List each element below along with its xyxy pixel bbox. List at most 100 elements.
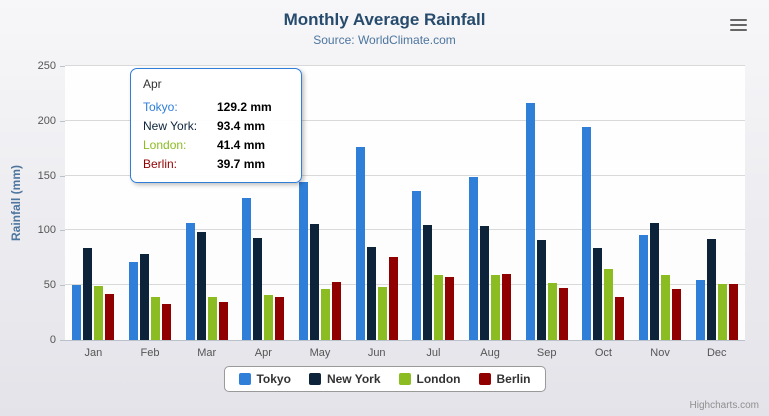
bar-berlin-jul[interactable] <box>445 277 455 340</box>
legend-label: New York <box>326 372 381 386</box>
legend-label: Berlin <box>496 372 531 386</box>
bar-berlin-jun[interactable] <box>388 257 398 340</box>
bar-new-york-jun[interactable] <box>366 247 376 340</box>
chart-title: Monthly Average Rainfall <box>283 10 486 29</box>
tooltip-series-name: Berlin: <box>143 157 178 171</box>
tooltip-series-name: New York: <box>143 119 198 133</box>
bar-tokyo-jul[interactable] <box>412 191 422 340</box>
tooltip: Apr Tokyo: 129.2 mm New York: 93.4 mm London… <box>130 68 302 183</box>
y-axis-tick <box>60 340 65 341</box>
bar-new-york-oct[interactable] <box>593 248 603 340</box>
bar-berlin-apr[interactable] <box>275 296 285 340</box>
bar-tokyo-mar[interactable] <box>185 223 195 340</box>
bar-berlin-may[interactable] <box>332 282 342 340</box>
bar-berlin-jan[interactable] <box>105 293 115 340</box>
legend-item-new-york[interactable]: New York <box>308 372 381 386</box>
bar-berlin-aug[interactable] <box>502 273 512 340</box>
bar-new-york-nov[interactable] <box>650 223 660 340</box>
bar-berlin-mar[interactable] <box>218 302 228 340</box>
gridline <box>65 174 745 176</box>
tooltip-series-value: 39.7 mm <box>217 157 266 171</box>
bar-new-york-jan[interactable] <box>83 248 93 340</box>
category-group-apr <box>235 66 292 340</box>
bar-new-york-apr[interactable] <box>253 237 263 340</box>
x-axis-label-jan: Jan <box>84 347 103 359</box>
y-axis-label: 150 <box>37 169 56 182</box>
bar-new-york-mar[interactable] <box>196 232 206 340</box>
bar-london-sep[interactable] <box>547 282 557 340</box>
tooltip-row-berlin: Berlin: 39.7 mm <box>143 155 289 174</box>
tooltip-category: Apr <box>143 77 162 91</box>
credits-link[interactable]: Highcharts.com <box>689 400 759 411</box>
bar-london-dec[interactable] <box>717 283 727 340</box>
bar-tokyo-nov[interactable] <box>639 235 649 340</box>
bar-london-feb[interactable] <box>151 297 160 340</box>
bar-new-york-jul[interactable] <box>423 224 433 340</box>
legend-swatch-london <box>398 373 411 385</box>
tooltip-row-tokyo: Tokyo: 129.2 mm <box>143 98 289 117</box>
legend-item-tokyo[interactable]: Tokyo <box>238 372 291 386</box>
bar-new-york-sep[interactable] <box>536 240 546 340</box>
bar-tokyo-may[interactable] <box>299 182 309 340</box>
bar-london-may[interactable] <box>321 288 331 340</box>
bar-tokyo-oct[interactable] <box>582 127 592 340</box>
y-axis-label: 0 <box>49 334 56 346</box>
legend-label: London <box>416 372 461 386</box>
tooltip-row-london: London: 41.4 mm <box>143 136 289 155</box>
category-group-nov <box>632 66 689 340</box>
bar-tokyo-jan[interactable] <box>72 285 82 340</box>
legend-item-london[interactable]: London <box>398 372 461 386</box>
x-axis-label-apr: Apr <box>254 347 272 359</box>
y-axis-tick <box>60 230 65 232</box>
bar-berlin-feb[interactable] <box>162 303 171 340</box>
y-axis-tick <box>60 285 65 287</box>
bar-london-jun[interactable] <box>377 287 387 340</box>
bar-new-york-may[interactable] <box>310 223 320 340</box>
y-axis-tick <box>60 120 65 122</box>
bar-berlin-nov[interactable] <box>672 288 682 340</box>
bar-new-york-feb[interactable] <box>140 253 149 340</box>
tooltip-series-value: 129.2 mm <box>217 100 272 114</box>
bar-london-jul[interactable] <box>434 275 444 340</box>
tooltip-rows: Tokyo: 129.2 mm New York: 93.4 mm London: 41.… <box>143 98 289 174</box>
bar-tokyo-feb[interactable] <box>129 261 138 340</box>
chart-subtitle: Source: WorldClimate.com <box>313 33 456 47</box>
bar-london-aug[interactable] <box>491 274 501 340</box>
bar-london-jan[interactable] <box>94 286 104 340</box>
x-axis-label-sep: Sep <box>536 347 557 359</box>
bar-london-apr[interactable] <box>264 294 274 340</box>
bar-new-york-aug[interactable] <box>480 225 490 340</box>
gridline <box>65 65 745 66</box>
y-axis-label: 50 <box>43 279 56 292</box>
category-group-aug <box>462 66 519 340</box>
tooltip-series-name: London: <box>143 138 187 152</box>
bar-tokyo-sep[interactable] <box>525 102 535 340</box>
bar-tokyo-aug[interactable] <box>469 177 479 340</box>
y-axis-tick <box>60 66 65 67</box>
bar-berlin-dec[interactable] <box>728 284 738 340</box>
category-group-jun <box>348 66 405 340</box>
x-axis-label-aug: Aug <box>480 347 500 359</box>
category-group-feb <box>122 66 179 340</box>
bar-berlin-oct[interactable] <box>615 297 625 340</box>
legend-swatch-berlin <box>478 373 491 385</box>
export-menu-button[interactable] <box>725 14 751 36</box>
bar-london-oct[interactable] <box>604 268 614 340</box>
tooltip-series-value: 93.4 mm <box>217 119 266 133</box>
bar-new-york-dec[interactable] <box>706 238 716 340</box>
x-axis-label-may: May <box>309 347 331 359</box>
gridline <box>65 229 745 231</box>
bar-tokyo-apr[interactable] <box>242 198 252 340</box>
bar-tokyo-dec[interactable] <box>695 280 705 340</box>
tooltip-series-name: Tokyo: <box>143 100 178 114</box>
legend-item-berlin[interactable]: Berlin <box>478 372 531 386</box>
gridline <box>65 284 745 286</box>
x-axis-label-jul: Jul <box>426 347 441 359</box>
bar-berlin-sep[interactable] <box>558 287 568 340</box>
x-axis-label-jun: Jun <box>367 347 386 359</box>
bar-tokyo-jun[interactable] <box>355 147 365 340</box>
bar-london-nov[interactable] <box>661 275 671 340</box>
bar-london-mar[interactable] <box>207 296 217 340</box>
category-group-oct <box>575 66 632 340</box>
category-group-jul <box>405 66 462 340</box>
